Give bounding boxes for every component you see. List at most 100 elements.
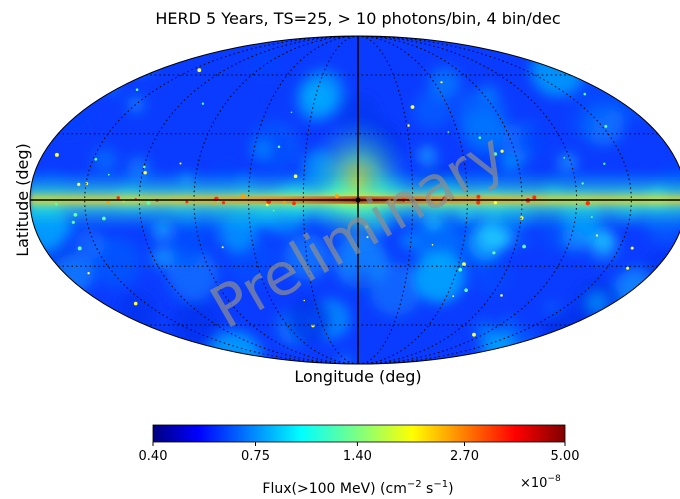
point-source [472,332,476,337]
point-source [106,200,110,204]
colorbar-tick-label: 5.00 [551,449,580,464]
point-source [54,152,59,157]
diffuse-patch [645,342,660,357]
diffuse-patch [92,148,118,173]
point-source [212,202,215,205]
point-source [272,209,275,212]
point-source [71,220,75,224]
diffuse-patch [30,351,49,364]
diffuse-patch [587,292,609,314]
point-source [292,201,296,206]
diffuse-patch [289,78,305,95]
colorbar-label-end: ) [448,481,453,497]
point-source [87,272,90,275]
diffuse-patch [641,250,680,289]
point-source [476,194,481,199]
diffuse-patch [252,138,273,160]
point-source [221,201,226,205]
map-outline [29,35,680,365]
galactic-center-marker [355,197,361,203]
colorbar-multiplier: ×10−8 [520,474,561,491]
point-source [94,157,98,161]
diffuse-patch [625,36,643,46]
diffuse-patch [297,82,337,121]
point-source [179,162,182,165]
diffuse-patch [151,246,175,269]
point-source [462,262,466,267]
colorbar-label-exp1: −2 [407,479,422,490]
point-source [519,216,524,220]
point-source [595,234,599,237]
colorbar-label: Flux(>100 MeV) (cm−2 s−1) [262,479,453,497]
diffuse-patch [127,95,145,114]
point-source [464,288,468,293]
diffuse-patch [640,278,680,320]
point-source [116,196,120,200]
point-source [626,266,630,270]
point-source [266,203,269,207]
diffuse-patch [609,300,661,352]
point-source [493,152,498,156]
point-source [107,173,110,176]
point-source [133,301,138,306]
point-source [290,111,293,114]
point-source [366,236,369,239]
colorbar-tick-label: 0.75 [241,449,270,464]
diffuse-patch [471,257,510,296]
point-source [293,174,298,178]
y-axis-label: Latitude (deg) [13,143,32,257]
diffuse-patch [46,87,94,136]
diffuse-patch [599,58,634,92]
point-source [585,201,590,206]
point-source [303,299,306,302]
colorbar-tick-label: 0.40 [139,449,168,464]
point-source [197,68,202,73]
diffuse-patch [30,70,75,116]
colorbar-ticks: 0.40 0.75 1.40 2.70 5.00 [139,442,580,464]
point-source [240,194,246,199]
diffuse-patch [30,325,43,351]
diffuse-patch [461,107,506,152]
colorbar-multiplier-base: ×10 [520,476,547,491]
chart-title: HERD 5 Years, TS=25, > 10 photons/bin, 4… [155,9,560,28]
diffuse-patch [480,84,498,103]
point-source [476,200,481,205]
diffuse-patch [413,251,465,304]
diffuse-patch [30,266,66,306]
diffuse-patch [75,229,105,259]
diffuse-patch [368,262,423,316]
point-source [581,182,584,185]
diffuse-patch [284,234,331,280]
diffuse-patch [348,270,377,299]
colorbar-tick-label: 1.40 [343,449,372,464]
diffuse-patch [519,125,549,156]
point-source [603,162,606,165]
point-source [500,294,503,297]
diffuse-patch [413,91,452,129]
diffuse-patch [568,113,594,139]
diffuse-patch [502,153,521,172]
diffuse-patch [52,254,94,295]
point-source [458,267,463,272]
point-source [146,200,151,205]
colorbar-label-main: Flux(>100 MeV) (cm [262,481,406,497]
diffuse-patch [568,334,623,364]
diffuse-patch [613,268,659,314]
point-source [478,136,482,139]
point-source [410,105,415,109]
point-source [431,244,434,246]
point-source [54,202,58,206]
colorbar-multiplier-exp: −8 [547,474,561,484]
diffuse-patch [558,153,577,172]
diffuse-patch [213,355,228,364]
point-source [493,201,497,205]
point-source [532,195,537,200]
diffuse-patch [480,331,517,364]
diffuse-patch [39,36,89,61]
point-source [73,212,78,217]
point-source [563,156,566,159]
diffuse-patch [545,301,559,315]
point-source [143,171,147,175]
point-source [185,200,189,204]
